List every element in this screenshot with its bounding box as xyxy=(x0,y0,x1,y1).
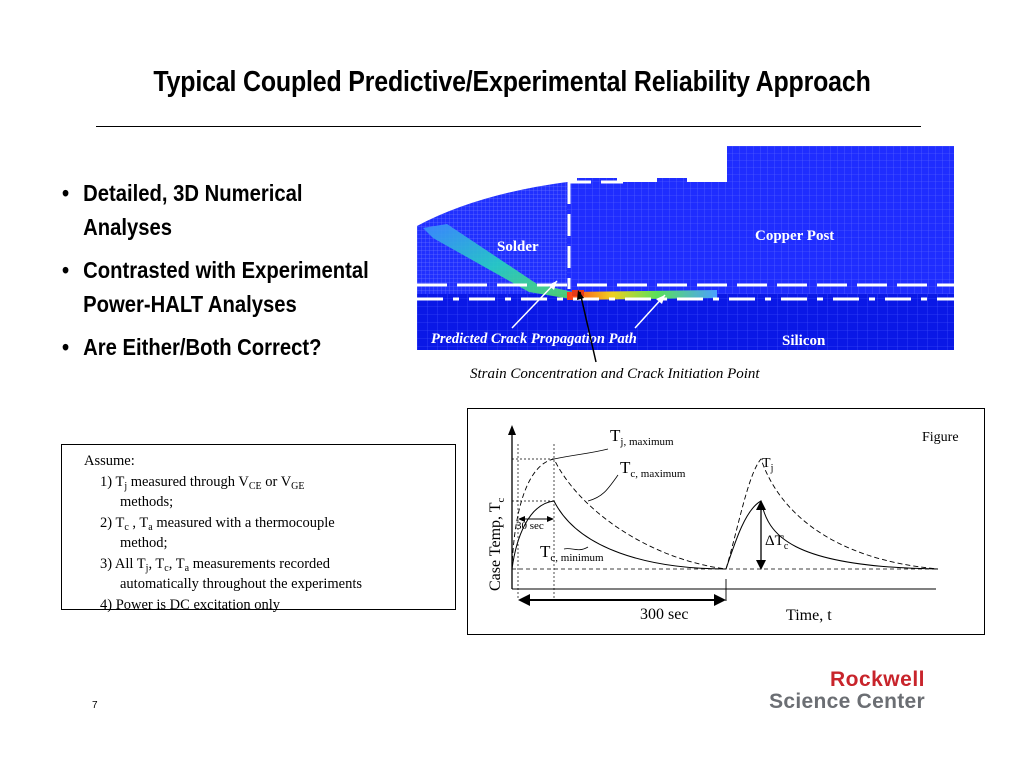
tc-min-label: Tc, minimum xyxy=(540,542,604,564)
delta-arrow-down-icon xyxy=(756,560,766,570)
silicon-label: Silicon xyxy=(782,333,826,349)
delta-tc-label: ΔTc xyxy=(765,533,789,552)
crack-path-label: Predicted Crack Propagation Path xyxy=(431,331,637,347)
interval-arrow-left-icon xyxy=(518,594,530,606)
bullet-list: • Detailed, 3D Numerical Analyses • Cont… xyxy=(62,176,432,373)
assumption-item: 2) Tc , Ta measured with a thermocouple xyxy=(100,514,335,533)
logo-line-science-center: Science Center xyxy=(769,690,925,713)
tj-max-label: Tj, maximum xyxy=(610,426,674,448)
bullet-item: • Are Either/Both Correct? xyxy=(62,330,388,364)
assumption-item-continued: methods; xyxy=(120,494,174,510)
interval-arrow-right-icon xyxy=(714,594,726,606)
y-axis-label: Case Temp, Tc xyxy=(487,498,507,592)
slide-title: Typical Coupled Predictive/Experimental … xyxy=(153,66,871,98)
interval-label: 300 sec xyxy=(640,606,688,623)
delta-arrow-up-icon xyxy=(756,500,766,510)
assumption-item: 1) Tj measured through VCE or VGE xyxy=(100,473,305,492)
bullet-text: Analyses xyxy=(83,214,173,240)
short-interval-label: 30 sec xyxy=(516,520,544,532)
bullet-icon: • xyxy=(62,180,70,206)
crack-initiation-pointer xyxy=(577,290,597,363)
tc-max-label: Tc, maximum xyxy=(620,458,686,480)
page-number: 7 xyxy=(92,700,98,711)
simulation-caption: Strain Concentration and Crack Initiatio… xyxy=(470,366,760,382)
bullet-item: • Contrasted with Experimental Power-HAL… xyxy=(62,253,388,321)
assumption-item-continued: method; xyxy=(120,535,168,551)
bullet-text: Power-HALT Analyses xyxy=(83,291,297,317)
tj-label: Tj xyxy=(762,456,773,474)
y-axis-arrow-icon xyxy=(508,425,516,435)
assumptions-box: Assume: 1) Tj measured through VCE or VG… xyxy=(61,444,456,613)
bullet-icon: • xyxy=(62,334,70,360)
assumption-item-continued: automatically throughout the experiments xyxy=(120,576,363,592)
temperature-plot: Tj, maximum Tc, maximum Tc, minimum Tj Δ… xyxy=(487,425,959,624)
fea-simulation-image: Solder Copper Post Silicon Predicted Cra… xyxy=(417,146,954,350)
logo-line-rockwell: Rockwell xyxy=(829,668,925,691)
solder-label: Solder xyxy=(497,239,539,255)
bullet-text: Are Either/Both Correct? xyxy=(83,334,322,360)
title-rule xyxy=(96,126,921,127)
tc-curve xyxy=(511,500,939,570)
x-axis-label: Time, t xyxy=(786,607,832,624)
assumption-item: 3) All Tj, Tc, Ta measurements recorded xyxy=(100,555,330,574)
temperature-figure: Tj, maximum Tc, maximum Tc, minimum Tj Δ… xyxy=(467,408,985,635)
bullet-icon: • xyxy=(62,257,70,283)
crack-path-arrow xyxy=(511,280,558,329)
arrow-head-icon xyxy=(548,281,557,290)
assumptions-heading: Assume: xyxy=(84,453,135,469)
copper-post-label: Copper Post xyxy=(755,228,834,244)
rockwell-logo: Rockwell Science Center xyxy=(735,669,925,713)
bullet-item: • Detailed, 3D Numerical Analyses xyxy=(62,176,388,244)
bullet-text: Detailed, 3D Numerical xyxy=(83,180,303,206)
assumption-item: 4) Power is DC excitation only xyxy=(100,596,281,613)
arrow-head-icon xyxy=(656,295,665,304)
figure-tag: Figure xyxy=(922,430,959,445)
bullet-text: Contrasted with Experimental xyxy=(83,257,369,283)
